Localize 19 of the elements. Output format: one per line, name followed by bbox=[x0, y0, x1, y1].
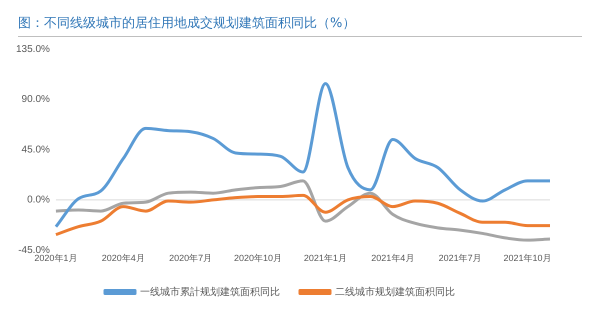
legend-label: 二线城市规划建筑面积同比 bbox=[335, 286, 455, 298]
y-tick-label: 135.0% bbox=[16, 44, 50, 55]
x-tick-label: 2021年10月 bbox=[504, 253, 552, 264]
line-series bbox=[54, 179, 552, 242]
x-tick-label: 2020年7月 bbox=[169, 253, 212, 264]
y-tick-label: 90.0% bbox=[22, 94, 50, 106]
x-tick-label: 2021年4月 bbox=[371, 253, 414, 264]
line-series bbox=[54, 194, 552, 236]
y-tick-label: -45.0% bbox=[18, 244, 50, 256]
legend-label: 一线城市累計规划建筑面积同比 bbox=[140, 286, 280, 298]
y-tick-label: 0.0% bbox=[27, 194, 50, 206]
x-tick-label: 2021年1月 bbox=[304, 253, 347, 264]
x-tick-label: 2021年7月 bbox=[438, 253, 482, 264]
x-tick-label: 2020年1月 bbox=[34, 253, 78, 264]
x-tick-label: 2020年4月 bbox=[102, 253, 145, 264]
y-tick-label: 45.0% bbox=[22, 144, 50, 156]
chart-title: 图：不同线级城市的居住用地成交规划建筑面积同比（%） bbox=[18, 0, 582, 37]
x-tick-label: 2020年10月 bbox=[234, 253, 282, 264]
line-series bbox=[54, 82, 552, 228]
